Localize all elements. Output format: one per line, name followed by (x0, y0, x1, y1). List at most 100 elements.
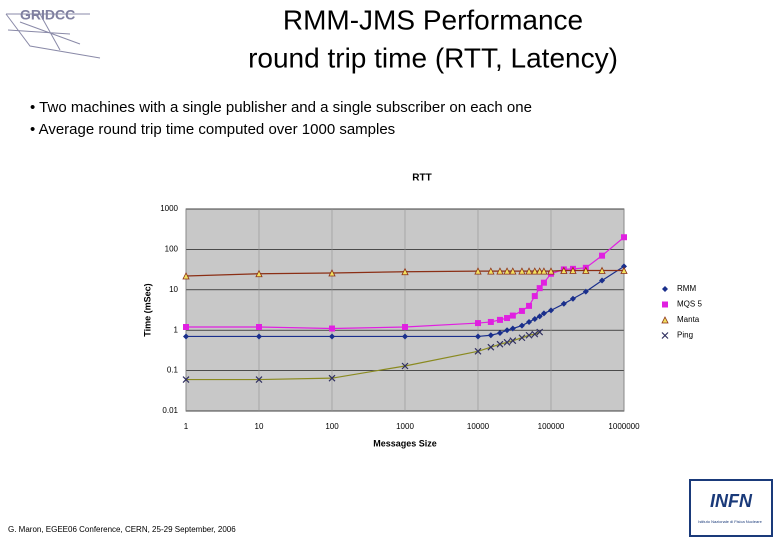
point (503, 267, 511, 275)
point (569, 295, 576, 302)
x-tick-label: 10000 (467, 422, 490, 431)
point (540, 267, 548, 275)
x-tick-label: 1 (184, 422, 189, 431)
legend-marker (661, 332, 669, 339)
point (599, 252, 606, 259)
point (487, 332, 494, 339)
y-axis-label: Time (mSec) (142, 283, 152, 336)
point (256, 333, 262, 340)
point (401, 267, 409, 276)
point (531, 330, 539, 338)
x-tick-label: 100000 (538, 422, 565, 431)
point (475, 333, 481, 340)
point (569, 266, 577, 274)
footer: G. Maron, EGEE06 Conference, CERN, 25-29… (8, 525, 236, 534)
y-tick-label: 1 (174, 325, 179, 334)
legend-label: MQS 5 (677, 300, 702, 309)
point (401, 362, 409, 370)
slide-title: round trip time (RTT, Latency) (248, 42, 618, 73)
point (582, 288, 589, 295)
point (620, 266, 628, 274)
chart-title: RTT (412, 173, 431, 184)
point (256, 324, 262, 331)
legend-entry: Ping (661, 331, 693, 340)
point (402, 333, 408, 340)
legend-marker (662, 301, 668, 308)
slide-title: RMM-JMS Performance (283, 4, 583, 35)
point (531, 267, 539, 275)
y-tick-label: 10 (169, 285, 178, 294)
point (487, 318, 494, 325)
point (496, 330, 503, 337)
legend-label: Ping (677, 331, 693, 340)
logo-text: INFN (710, 491, 753, 511)
point (621, 234, 627, 241)
point (548, 307, 554, 314)
point (182, 376, 190, 383)
point (518, 322, 525, 329)
point (540, 279, 547, 286)
point (487, 267, 495, 275)
point (536, 328, 544, 336)
legend-label: Manta (677, 315, 700, 324)
point (329, 325, 335, 332)
point (526, 302, 533, 309)
logo-right: INFN Istituto Nazionale di Fisica Nuclea… (689, 479, 773, 537)
logo-left: GRIDCC (5, 7, 101, 59)
x-tick-label: 1000000 (608, 422, 640, 431)
legend-label: RMM (677, 284, 696, 293)
point (487, 343, 495, 351)
point (536, 313, 543, 320)
point (474, 347, 482, 355)
point (475, 320, 481, 327)
point (504, 315, 511, 322)
point (531, 315, 538, 322)
y-tick-label: 0.1 (167, 366, 179, 375)
y-tick-label: 0.01 (162, 406, 178, 415)
y-tick-label: 1000 (160, 204, 178, 213)
point (531, 293, 538, 300)
legend-entry: Manta (661, 315, 700, 324)
point (496, 340, 504, 348)
point (518, 334, 526, 342)
point (255, 269, 263, 278)
point (599, 277, 606, 284)
point (525, 267, 533, 275)
legend-entry: MQS 5 (662, 300, 702, 309)
point (540, 310, 547, 317)
point (518, 307, 525, 314)
point (560, 266, 568, 274)
y-tick-label: 100 (165, 245, 179, 254)
point (509, 267, 517, 275)
point (509, 337, 517, 345)
point (536, 285, 543, 292)
point (518, 267, 526, 275)
point (509, 312, 516, 319)
x-tick-label: 100 (325, 422, 339, 431)
point (536, 267, 544, 275)
point (496, 316, 503, 323)
point (560, 300, 567, 307)
point (547, 267, 555, 275)
point (328, 374, 336, 382)
point (509, 325, 516, 332)
point (328, 269, 336, 277)
point (525, 331, 533, 339)
point (182, 272, 190, 280)
point (183, 324, 189, 331)
point (329, 333, 335, 340)
point (598, 266, 606, 274)
logo-subtext: Istituto Nazionale di Fisica Nucleare (698, 519, 762, 524)
x-tick-label: 1000 (396, 422, 414, 431)
x-axis-label: Messages Size (373, 438, 437, 448)
point (503, 338, 511, 346)
point (402, 324, 408, 331)
point (621, 263, 627, 270)
point (526, 318, 533, 325)
point (582, 266, 590, 274)
point (474, 267, 482, 275)
point (504, 327, 511, 334)
legend-marker (662, 286, 668, 292)
logo-text: GRIDCC (20, 7, 75, 23)
